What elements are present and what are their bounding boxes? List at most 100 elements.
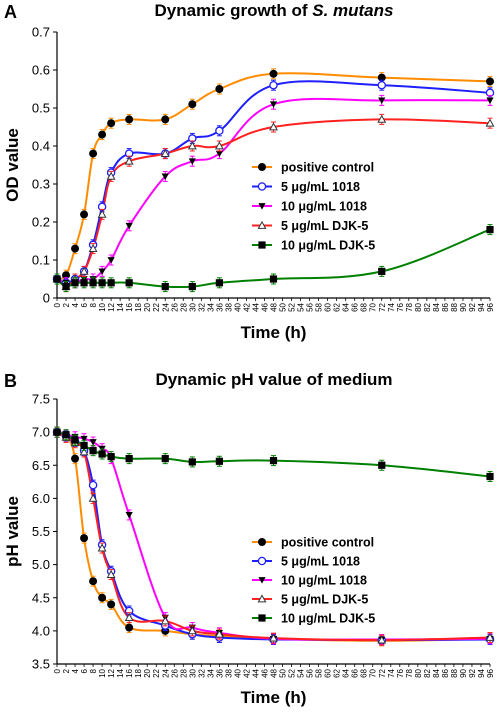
data-point (53, 275, 61, 283)
x-tick-label: 94 (477, 668, 486, 677)
x-tick-label: 36 (215, 302, 224, 311)
data-point (161, 455, 169, 463)
data-point (106, 171, 116, 180)
x-tick-label: 72 (378, 668, 387, 677)
y-tick-label: 0.2 (32, 215, 50, 230)
x-tick-label: 90 (459, 668, 468, 677)
legend-marker-3 (258, 203, 266, 210)
y-tick-label: 0 (43, 291, 50, 306)
legend-label-5: 10 μg/mL DJK-5 (281, 239, 375, 253)
x-tick-label: 52 (288, 668, 297, 677)
y-tick-label: 0.5 (32, 101, 50, 116)
data-point (269, 80, 278, 90)
x-tick-label: 26 (170, 668, 179, 677)
x-tick-label: 26 (170, 302, 179, 311)
x-tick-label: 22 (152, 668, 161, 677)
panel-label: B (4, 371, 17, 391)
legend: positive control 5 μg/mL 1018 10 μg/mL 101… (252, 161, 375, 253)
x-tick-label: 64 (342, 302, 351, 311)
chart-panel-A: A Dynamic growth of S. mutans 0 0.1 0.2 0.3 0.… (3, 1, 495, 342)
x-tick-label: 92 (468, 668, 477, 677)
y-tick-label: 0.6 (32, 63, 50, 78)
y-tick-label: 5.5 (32, 524, 50, 539)
legend-marker-1 (257, 162, 266, 171)
chart-title-main: Dynamic pH value of medium (155, 370, 392, 389)
series-line-5 (56, 431, 491, 478)
x-tick-label: 68 (360, 302, 369, 311)
data-point (378, 97, 386, 104)
data-point (188, 100, 197, 109)
x-tick-label: 74 (387, 668, 396, 677)
x-tick-label: 32 (197, 668, 206, 677)
x-tick-label: 8 (89, 668, 98, 673)
x-tick-label: 96 (486, 668, 495, 677)
legend-marker-5 (258, 241, 266, 249)
data-point (187, 141, 197, 150)
x-tick-label: 28 (179, 302, 188, 311)
data-point (486, 472, 494, 481)
x-tick-label: 44 (251, 302, 260, 311)
x-tick-label: 88 (450, 668, 459, 677)
x-tick-label: 96 (486, 302, 495, 311)
x-tick-label: 24 (161, 668, 170, 677)
data-point (161, 173, 169, 180)
chart-title-main: Dynamic growth of (155, 1, 313, 20)
legend-marker-5 (258, 614, 266, 622)
x-tick-label: 78 (405, 668, 414, 677)
data-point (98, 450, 106, 458)
data-point (188, 458, 196, 466)
x-tick-label: 86 (441, 302, 450, 311)
x-tick-label: 76 (396, 668, 405, 677)
x-tick-label: 70 (369, 302, 378, 311)
legend: positive control 5 μg/mL 1018 10 μg/mL 101… (252, 536, 375, 626)
x-tick-label: 50 (279, 668, 288, 677)
data-point (89, 577, 98, 586)
data-point (269, 457, 278, 465)
data-point (215, 279, 223, 287)
data-point (88, 243, 98, 252)
x-tick-label: 54 (297, 302, 306, 311)
x-tick-label: 22 (152, 302, 161, 311)
x-tick-label: 16 (125, 302, 134, 311)
y-tick-label: 0.3 (32, 177, 50, 192)
x-tick-label: 14 (116, 302, 125, 311)
x-tick-label: 18 (134, 668, 143, 677)
x-tick-label: 72 (378, 302, 387, 311)
x-tick-label: 82 (423, 302, 432, 311)
data-point (62, 431, 70, 439)
x-tick-label: 46 (260, 668, 269, 677)
data-point (79, 447, 89, 456)
data-point (80, 441, 88, 449)
series-points-5 (53, 224, 494, 293)
data-point (98, 279, 106, 287)
data-point (269, 122, 278, 131)
data-point (188, 158, 196, 165)
data-point (79, 266, 89, 275)
x-tick-label: 64 (342, 668, 351, 677)
data-point (89, 439, 97, 446)
data-point (269, 69, 278, 78)
data-point (188, 283, 196, 291)
x-tick-label: 10 (98, 668, 107, 677)
x-tick-label: 8 (89, 302, 98, 307)
y-tick-label: 5.0 (32, 557, 50, 572)
x-tick-label: 90 (459, 302, 468, 311)
legend-label-3: 10 μg/mL 1018 (281, 200, 367, 214)
data-point (80, 534, 89, 543)
data-point (88, 480, 98, 490)
legend-marker-1 (257, 538, 266, 547)
data-point (124, 612, 134, 622)
y-tick-label: 6.5 (32, 458, 50, 473)
data-point (124, 156, 134, 165)
x-tick-label: 6 (80, 668, 89, 673)
x-tick-label: 18 (134, 302, 143, 311)
data-point (215, 85, 224, 94)
data-point (485, 77, 494, 86)
y-tick-label: 4.0 (32, 623, 50, 638)
x-tick-label: 76 (396, 302, 405, 311)
legend-marker-2 (257, 556, 267, 566)
legend-label-1: positive control (281, 536, 374, 550)
data-point (125, 455, 133, 463)
data-point (71, 244, 80, 253)
